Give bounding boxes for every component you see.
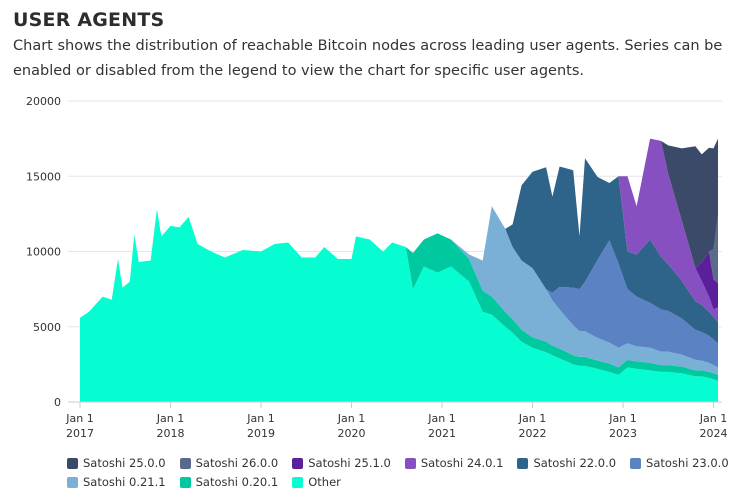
page-title: USER AGENTS — [13, 9, 165, 31]
legend-item-satoshi-22-0-0[interactable]: Satoshi 22.0.0 — [517, 456, 616, 470]
legend-item-other[interactable]: Other — [292, 475, 341, 489]
area-series-satoshi-22-0-0 — [80, 158, 718, 344]
legend-swatch-icon — [292, 457, 304, 469]
x-tick-year: 2024 — [699, 427, 727, 440]
legend-label: Other — [308, 475, 341, 489]
y-tick-label: 0 — [54, 396, 61, 409]
legend-swatch-icon — [67, 476, 78, 488]
chart-description: Chart shows the distribution of reachabl… — [13, 38, 723, 79]
legend-item-satoshi-25-0-0[interactable]: Satoshi 25.0.0 — [67, 456, 166, 470]
x-tick-year: 2020 — [337, 427, 365, 440]
area-series-other — [80, 209, 718, 402]
x-tick-label: Jan 1 — [156, 412, 184, 425]
legend-label: Satoshi 22.0.0 — [533, 456, 617, 470]
legend-swatch-icon — [67, 457, 78, 469]
x-tick-year: 2021 — [428, 427, 456, 440]
x-tick-label: Jan 1 — [427, 412, 455, 425]
legend-item-satoshi-0-20-1[interactable]: Satoshi 0.20.1 — [179, 475, 279, 489]
area-series-satoshi-23-0-0 — [80, 206, 718, 368]
legend-swatch-icon — [179, 476, 191, 488]
x-tick-year: 2019 — [247, 427, 275, 440]
legend-label: Satoshi 24.0.1 — [420, 456, 504, 470]
legend-label: Satoshi 26.0.0 — [195, 456, 279, 470]
legend-item-satoshi-24-0-1[interactable]: Satoshi 24.0.1 — [404, 456, 504, 470]
area-series-satoshi-0-20-1 — [80, 209, 718, 381]
x-tick-label: Jan 1 — [65, 412, 93, 425]
y-tick-label: 20000 — [26, 95, 61, 108]
legend-label: Satoshi 0.21.1 — [83, 475, 166, 489]
legend-item-satoshi-26-0-0[interactable]: Satoshi 26.0.0 — [179, 456, 279, 470]
x-tick-year: 2023 — [609, 427, 637, 440]
x-tick-label: Jan 1 — [518, 412, 546, 425]
y-tick-label: 15000 — [26, 170, 61, 183]
x-tick-year: 2018 — [156, 427, 184, 440]
legend-swatch-icon — [404, 457, 416, 469]
legend-item-satoshi-0-21-1[interactable]: Satoshi 0.21.1 — [67, 475, 166, 489]
x-tick-label: Jan 1 — [608, 412, 636, 425]
x-tick-label: Jan 1 — [337, 412, 365, 425]
area-series-satoshi-24-0-1 — [80, 138, 718, 323]
legend-label: Satoshi 23.0.0 — [646, 456, 729, 470]
legend-label: Satoshi 25.0.0 — [83, 456, 166, 470]
legend-swatch-icon — [292, 476, 304, 488]
legend-label: Satoshi 0.20.1 — [195, 475, 279, 489]
x-tick-label: Jan 1 — [699, 412, 727, 425]
x-tick-year: 2017 — [66, 427, 94, 440]
legend-item-satoshi-23-0-0[interactable]: Satoshi 23.0.0 — [630, 456, 729, 470]
y-tick-label: 10000 — [26, 246, 61, 259]
chart-legend: Satoshi 25.0.0 Satoshi 26.0.0 Satoshi 25.1… — [67, 456, 747, 489]
legend-swatch-icon — [179, 457, 191, 469]
legend-label: Satoshi 25.1.0 — [308, 456, 391, 470]
x-tick-year: 2022 — [518, 427, 546, 440]
x-tick-label: Jan 1 — [246, 412, 274, 425]
legend-item-satoshi-25-1-0[interactable]: Satoshi 25.1.0 — [292, 456, 391, 470]
legend-swatch-icon — [517, 457, 529, 469]
legend-swatch-icon — [630, 457, 642, 469]
y-tick-label: 5000 — [33, 321, 61, 334]
area-series-satoshi-0-21-1 — [80, 206, 718, 375]
